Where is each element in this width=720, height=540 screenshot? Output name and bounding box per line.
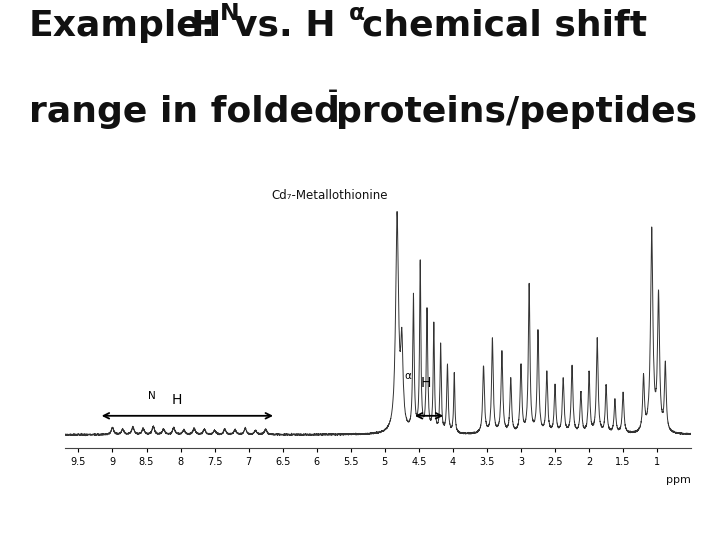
Text: range in folded: range in folded (29, 95, 340, 129)
Text: N: N (148, 391, 156, 401)
Text: H: H (172, 393, 182, 407)
Text: N: N (220, 2, 239, 25)
Text: proteins/peptides: proteins/peptides (336, 95, 698, 129)
Text: H: H (191, 9, 221, 43)
Text: Example:: Example: (29, 9, 216, 43)
Text: H: H (420, 376, 431, 390)
Text: Cd₇-Metallothionine: Cd₇-Metallothionine (271, 189, 388, 202)
Text: ppm: ppm (666, 475, 691, 485)
Text: α: α (405, 370, 411, 381)
Text: –: – (328, 81, 338, 100)
Text: chemical shift: chemical shift (362, 9, 647, 43)
Text: vs. H: vs. H (234, 9, 336, 43)
Text: α: α (349, 2, 365, 25)
